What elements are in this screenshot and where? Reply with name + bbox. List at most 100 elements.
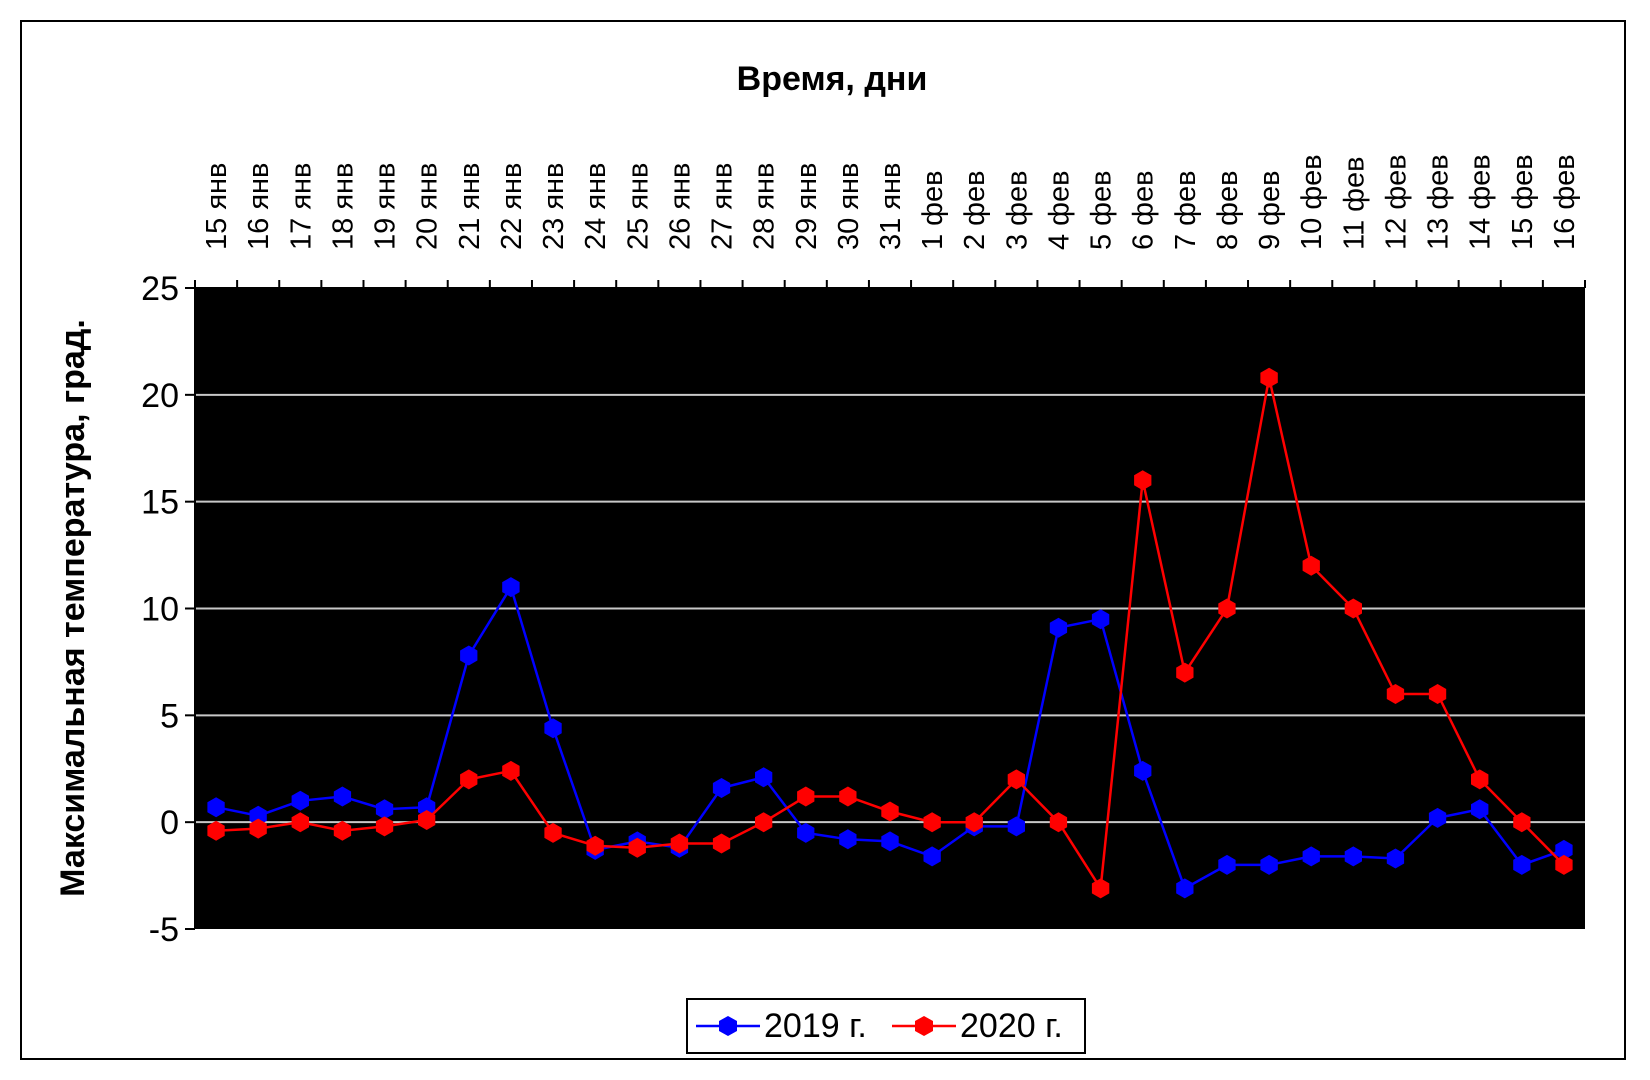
x-tick-label: 31 янв — [875, 163, 907, 250]
x-tick-label: 21 янв — [454, 163, 486, 250]
data-point — [418, 810, 436, 830]
data-point — [1218, 854, 1236, 875]
data-point — [333, 786, 352, 807]
data-point — [1302, 846, 1320, 867]
legend-swatch-2020 — [892, 1016, 956, 1036]
series-1 — [207, 367, 1573, 899]
data-point — [881, 831, 899, 852]
x-tick-label: 3 фев — [1001, 170, 1033, 250]
x-tick-label: 28 янв — [749, 163, 781, 250]
data-point — [923, 812, 941, 833]
x-tick-label: 5 фев — [1086, 170, 1118, 250]
data-point — [1428, 684, 1447, 704]
x-tick-label: 15 фев — [1507, 154, 1539, 250]
x-tick-label: 27 янв — [707, 163, 739, 250]
x-tick-label: 25 янв — [622, 163, 654, 250]
data-point — [712, 833, 731, 854]
data-point — [544, 718, 562, 739]
data-point — [207, 797, 225, 818]
series-lines — [207, 367, 1573, 899]
data-point — [1176, 878, 1194, 899]
data-point — [1007, 769, 1025, 790]
x-tick-label: 24 янв — [580, 163, 612, 250]
data-point — [670, 833, 689, 854]
data-point — [460, 645, 478, 666]
data-point — [333, 820, 352, 841]
x-tick-label: 13 фев — [1423, 154, 1455, 250]
data-point — [207, 820, 225, 841]
data-point — [1471, 769, 1489, 790]
axes — [185, 280, 1586, 930]
data-point — [586, 835, 604, 856]
data-point — [249, 818, 267, 839]
data-point — [375, 799, 394, 820]
data-point — [1386, 848, 1405, 869]
y-tick-labels: 25 20 15 10 5 0 -5 — [141, 270, 179, 949]
data-point — [418, 797, 436, 818]
y-axis-title: Максимальная температура, град. — [54, 319, 92, 897]
data-point — [544, 822, 562, 843]
x-tick-label: 9 фев — [1254, 170, 1286, 250]
data-point — [1176, 662, 1194, 683]
data-point — [1091, 878, 1110, 899]
data-point — [1134, 470, 1152, 491]
x-tick-label: 19 янв — [370, 163, 402, 250]
data-point — [1134, 760, 1152, 781]
data-point — [755, 812, 773, 833]
legend-item-2020: 2020 г. — [892, 1000, 1063, 1052]
x-tick-label: 8 фев — [1212, 170, 1244, 250]
legend-label-2020: 2020 г. — [960, 1006, 1063, 1045]
data-point — [1260, 854, 1278, 875]
x-tick-label: 23 янв — [538, 163, 570, 250]
data-point — [797, 786, 815, 807]
data-point — [1344, 598, 1362, 619]
x-tick-label: 11 фев — [1338, 156, 1370, 250]
data-point — [1091, 609, 1110, 630]
data-point — [923, 846, 941, 867]
y-tick-label: 20 — [141, 377, 179, 415]
data-point — [291, 790, 309, 811]
data-point — [1049, 812, 1068, 833]
x-tick-label: 15 янв — [201, 163, 233, 250]
x-tick-label: 7 фев — [1170, 170, 1202, 250]
x-axis-title: Время, дни — [737, 60, 928, 98]
data-point — [797, 822, 815, 843]
x-tick-label: 16 янв — [243, 163, 275, 250]
data-point — [628, 837, 646, 858]
x-tick-label: 20 янв — [412, 163, 444, 250]
x-tick-label: 6 фев — [1128, 170, 1160, 250]
x-tick-label: 22 янв — [496, 163, 528, 250]
x-tick-label: 16 фев — [1549, 154, 1581, 250]
data-point — [1302, 555, 1320, 576]
data-point — [712, 778, 731, 798]
x-tick-label: 2 фев — [959, 170, 991, 250]
x-tick-label: 26 янв — [664, 163, 696, 250]
x-tick-labels: 15 янв 16 янв 17 янв 18 янв 19 янв 20 янв 21 я… — [201, 154, 1581, 250]
data-point — [1049, 617, 1068, 638]
y-tick-label: 25 — [141, 270, 179, 308]
legend-label-2019: 2019 г. — [764, 1006, 867, 1045]
data-point — [1260, 367, 1278, 388]
data-point — [965, 812, 983, 833]
data-point — [249, 805, 267, 826]
x-tick-label: 29 янв — [791, 163, 823, 250]
data-point — [1218, 598, 1236, 619]
data-point — [1513, 854, 1531, 875]
y-tick-label: -5 — [149, 911, 179, 949]
x-tick-label: 30 янв — [833, 163, 865, 250]
data-point — [375, 816, 394, 837]
data-point — [1555, 854, 1573, 875]
x-tick-label: 17 янв — [285, 163, 317, 250]
data-point — [881, 801, 899, 822]
data-point — [502, 760, 520, 781]
data-point — [839, 829, 857, 850]
x-tick-label: 12 фев — [1380, 154, 1412, 250]
y-tick-label: 10 — [141, 591, 179, 629]
data-point — [460, 769, 478, 790]
legend-swatch-2019 — [696, 1016, 760, 1036]
data-point — [1513, 812, 1531, 833]
data-point — [755, 767, 773, 788]
legend-item-2019: 2019 г. — [696, 1000, 867, 1052]
data-point — [1555, 839, 1573, 860]
